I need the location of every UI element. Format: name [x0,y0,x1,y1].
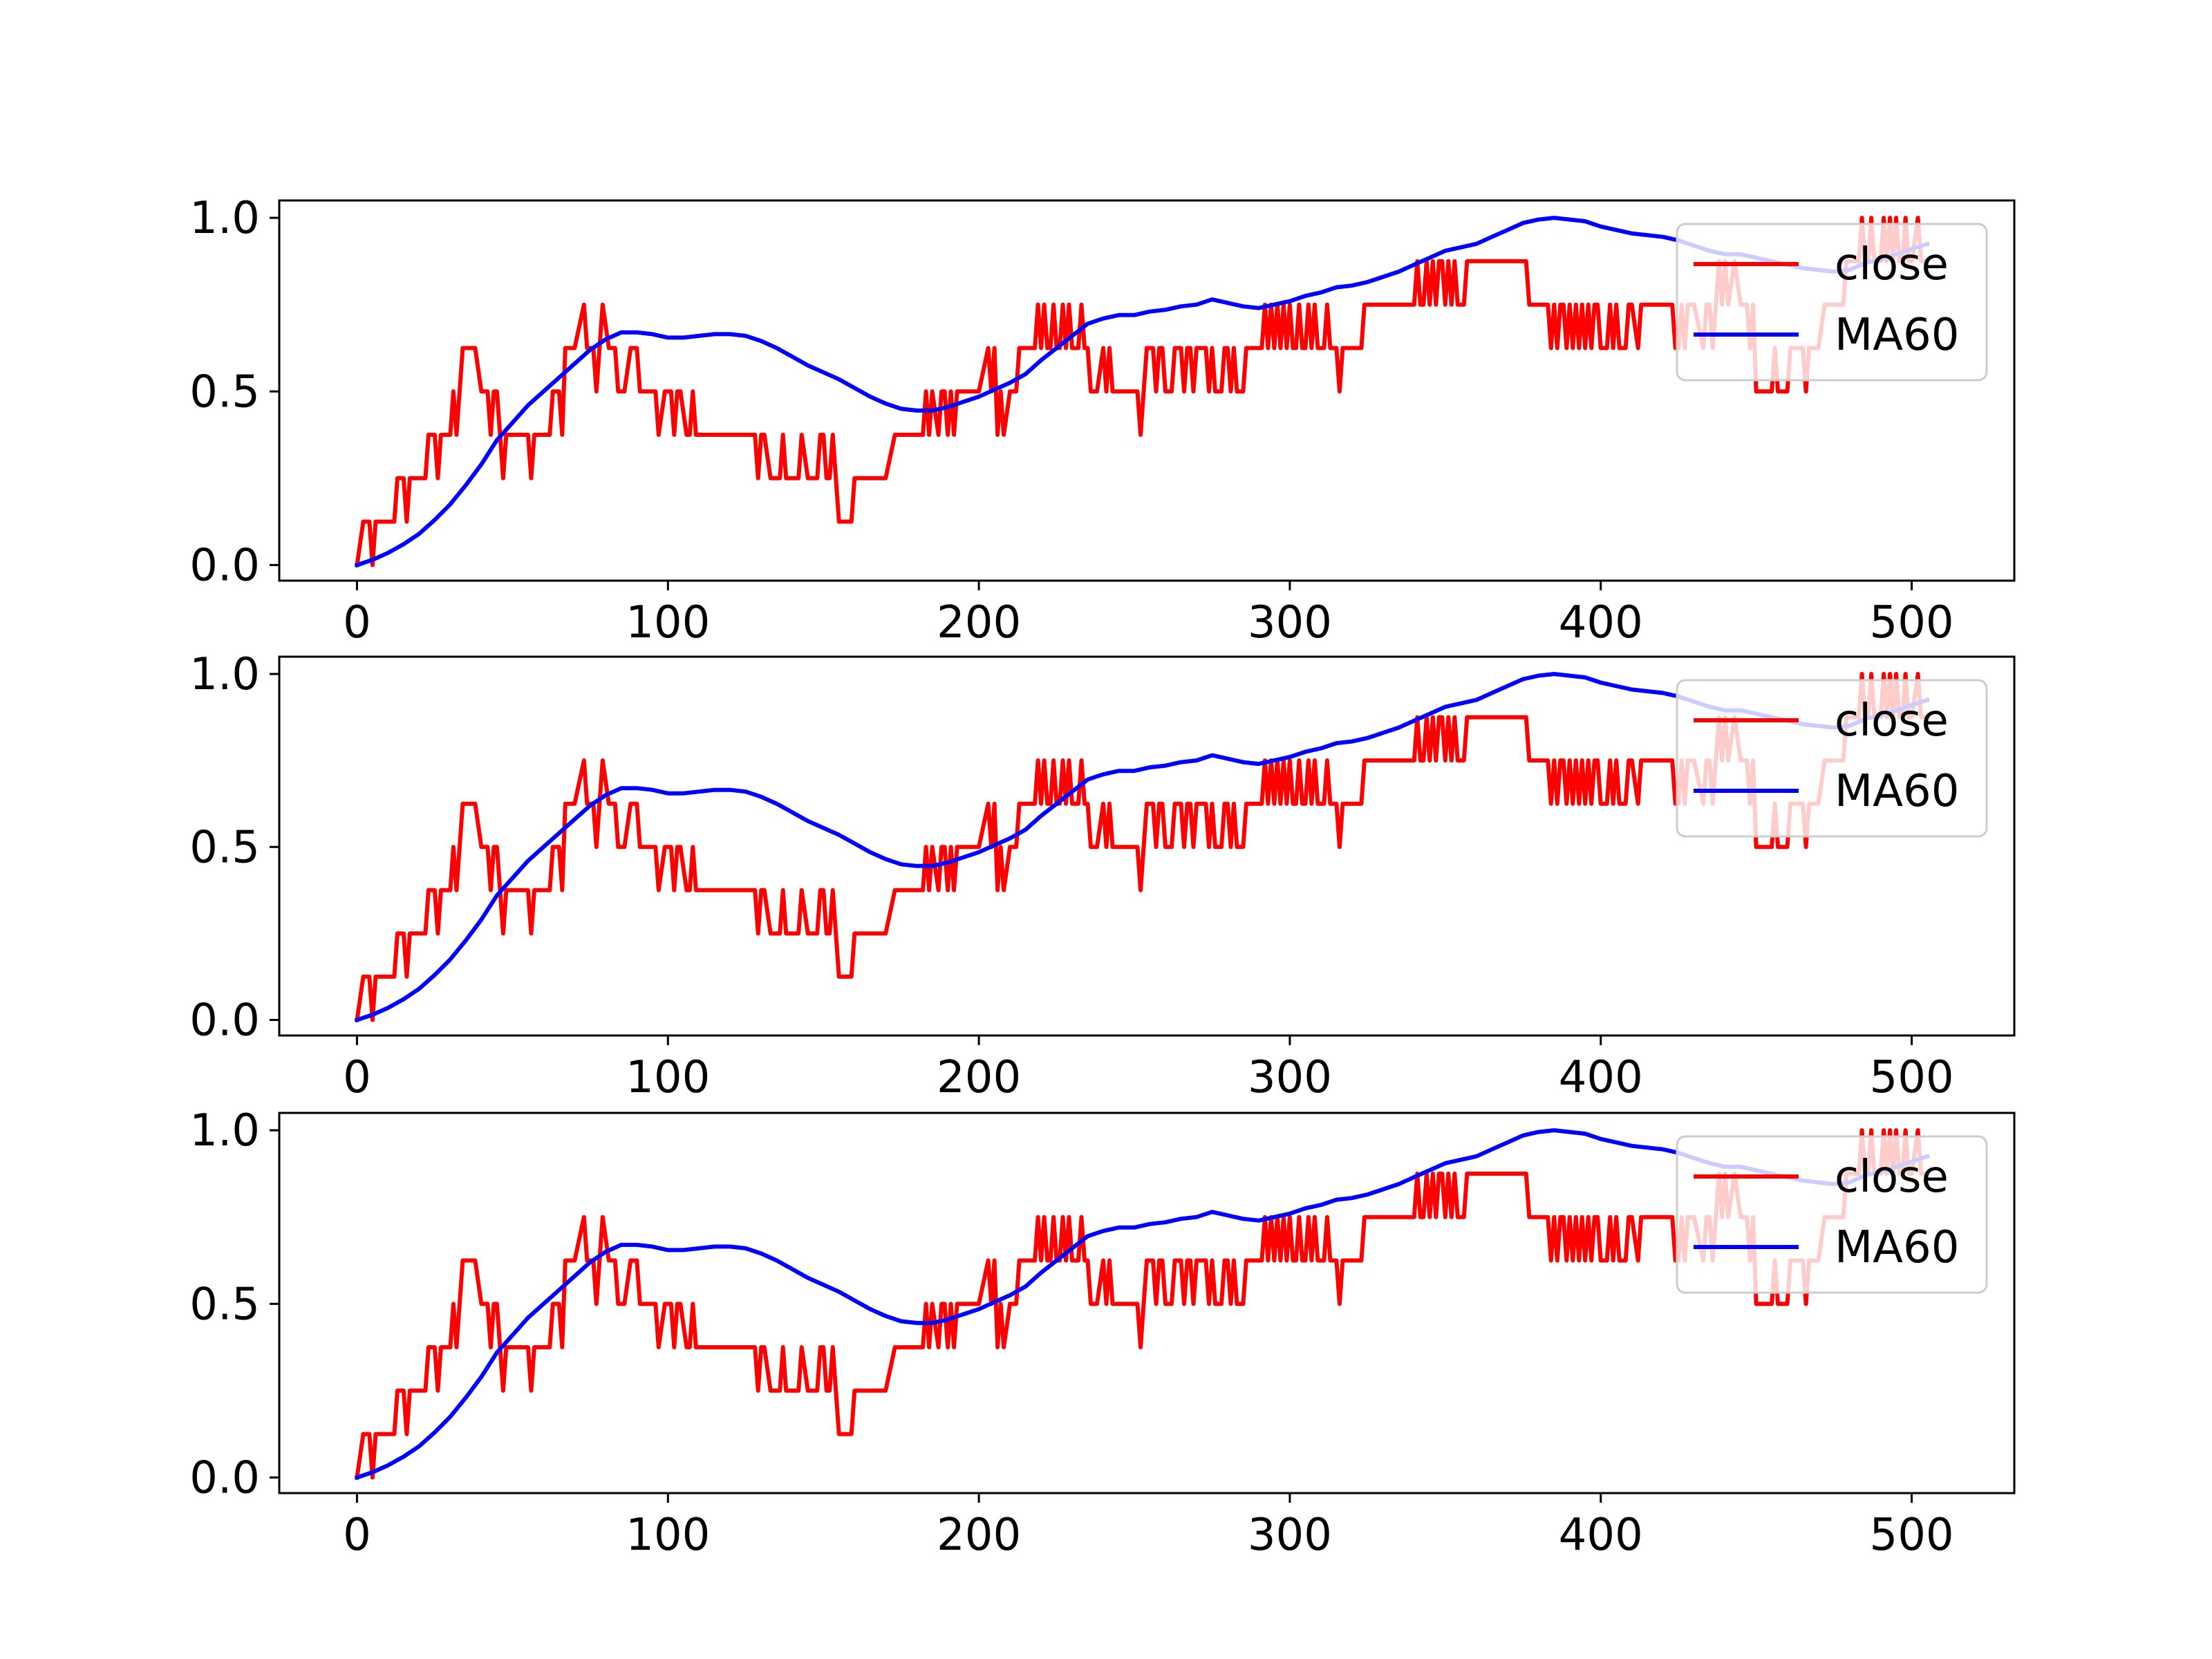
x-tick-label: 500 [1869,1052,1953,1103]
series-line-ma60 [354,216,1930,568]
legend: close MA60 [1676,679,1988,838]
y-tick-label: 0.0 [189,1452,260,1503]
chart-panel-top: 0 100 200 300 400 500 0.0 0.5 1.0 close MA60 [189,193,2016,648]
series-line-ma60 [354,672,1930,1023]
y-tick-label: 0.5 [189,822,260,873]
x-tick-label: 200 [937,597,1021,648]
y-tick-label: 0.0 [189,540,260,591]
y-tick-label: 1.0 [189,193,260,244]
x-tick-label: 100 [626,1052,710,1103]
chart-panel-bottom: 0 100 200 300 400 500 0.0 0.5 1.0 close MA60 [189,1105,2016,1561]
x-tick-label: 200 [937,1510,1021,1561]
legend-label-ma60: MA60 [1835,766,1959,817]
x-tick-label: 100 [626,1510,710,1561]
chart-panel-middle: 0 100 200 300 400 500 0.0 0.5 1.0 close MA60 [189,649,2016,1103]
series-line-ma60 [354,1128,1930,1481]
x-tick-label: 0 [343,1052,371,1103]
legend-label-close: close [1835,695,1949,747]
x-tick-label: 400 [1559,1052,1643,1103]
y-tick-label: 0.0 [189,995,260,1046]
x-tick-label: 300 [1248,1052,1332,1103]
x-tick-label: 100 [626,597,710,648]
x-tick-label: 300 [1248,1510,1332,1561]
y-tick-label: 0.5 [189,366,260,418]
legend: close MA60 [1676,223,1988,382]
y-tick-label: 0.5 [189,1279,260,1330]
y-tick-label: 1.0 [189,1105,260,1156]
legend: close MA60 [1676,1135,1988,1294]
legend-label-ma60: MA60 [1835,1222,1959,1273]
legend-label-close: close [1835,239,1949,290]
x-tick-label: 400 [1559,1510,1643,1561]
x-tick-label: 400 [1559,597,1643,648]
x-tick-label: 0 [343,597,371,648]
x-tick-label: 200 [937,1052,1021,1103]
x-tick-label: 500 [1869,597,1953,648]
legend-label-close: close [1835,1152,1949,1203]
y-tick-label: 1.0 [189,649,260,700]
legend-label-ma60: MA60 [1835,310,1959,361]
x-tick-label: 300 [1248,597,1332,648]
x-tick-label: 0 [343,1510,371,1561]
x-tick-label: 500 [1869,1510,1953,1561]
